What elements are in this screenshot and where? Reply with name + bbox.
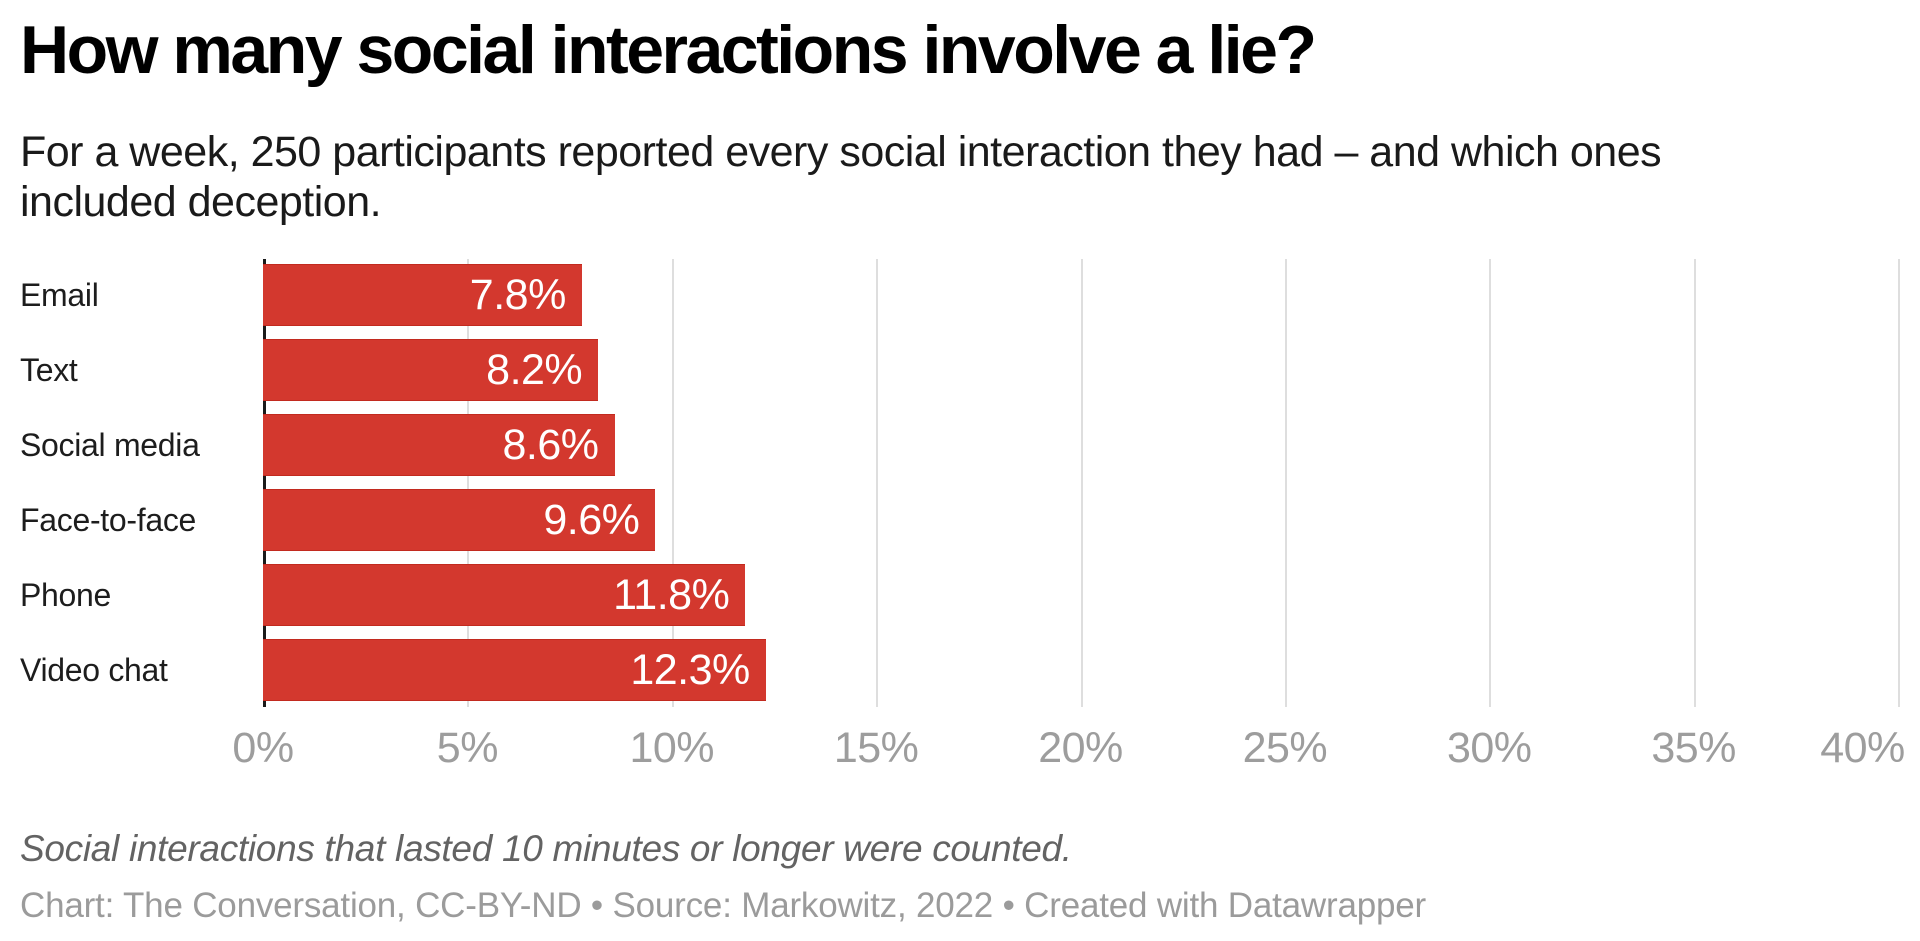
bar-track: 8.6% — [263, 414, 1898, 476]
bar-row: Phone 11.8% — [20, 564, 1898, 626]
bar-value-label: 8.6% — [502, 421, 600, 469]
gridline — [1693, 259, 1696, 707]
gridline — [1898, 259, 1900, 707]
axis-tick-label: 30% — [1446, 724, 1532, 772]
bar-value-label: 9.6% — [543, 496, 640, 544]
axis-baseline — [263, 259, 266, 707]
bar-row: Video chat 12.3% — [20, 639, 1898, 701]
bar-row: Text 8.2% — [20, 339, 1898, 401]
bar-text: 8.2% — [263, 339, 599, 401]
bar-value-label: 8.2% — [486, 346, 583, 394]
footnote: Social interactions that lasted 10 minut… — [20, 828, 1072, 869]
gridline — [1080, 259, 1083, 707]
bar-row: Face-to-face 9.6% — [20, 489, 1898, 551]
bar-email: 7.8% — [263, 264, 582, 326]
bar-social-media: 8.6% — [263, 414, 615, 476]
axis-tick-label: 35% — [1651, 724, 1736, 772]
bar-value-label: 7.8% — [469, 271, 567, 319]
axis-tick-label: 15% — [833, 724, 919, 772]
bar-row: Email 7.8% — [20, 264, 1898, 326]
gridline — [1284, 259, 1287, 707]
bar-phone: 11.8% — [263, 564, 746, 626]
category-label: Email — [20, 277, 99, 313]
axis-tick-label: 5% — [436, 724, 499, 772]
gridlines-layer — [263, 259, 1900, 707]
axis-tick-label: 0% — [232, 724, 294, 772]
gridline — [671, 259, 674, 707]
gridline — [1489, 259, 1492, 707]
chart-title: How many social interactions involve a l… — [20, 12, 1317, 88]
bar-value-label: 12.3% — [630, 646, 750, 694]
bar-track: 9.6% — [263, 489, 1898, 551]
x-axis: 0% 5% 10% 15% 20% 25% 30% 35% 40% — [232, 724, 1905, 772]
category-label: Phone — [20, 577, 112, 613]
attribution: Chart: The Conversation, CC-BY-ND • Sour… — [20, 886, 1426, 925]
bar-value-label: 11.8% — [613, 571, 730, 619]
bar-track: 12.3% — [263, 639, 1898, 701]
axis-tick-label: 40% — [1820, 724, 1905, 772]
chart-subtitle: For a week, 250 participants reported ev… — [20, 128, 1662, 226]
axis-tick-label: 20% — [1038, 724, 1123, 772]
category-label: Face-to-face — [20, 502, 197, 538]
bar-chart: Email 7.8% Text 8.2% Social media 8.6% — [20, 264, 1898, 701]
bar-face-to-face: 9.6% — [263, 489, 656, 551]
category-label: Text — [20, 352, 78, 388]
gridline — [876, 259, 879, 707]
axis-tick-label: 25% — [1242, 724, 1328, 772]
bar-row: Social media 8.6% — [20, 414, 1898, 476]
category-label: Video chat — [20, 652, 168, 688]
bar-video-chat: 12.3% — [263, 639, 766, 701]
bar-track: 7.8% — [263, 264, 1898, 326]
axis-tick-label: 10% — [629, 724, 715, 772]
bar-track: 11.8% — [263, 564, 1898, 626]
bar-track: 8.2% — [263, 339, 1898, 401]
gridline — [467, 259, 470, 707]
category-label: Social media — [20, 427, 200, 463]
